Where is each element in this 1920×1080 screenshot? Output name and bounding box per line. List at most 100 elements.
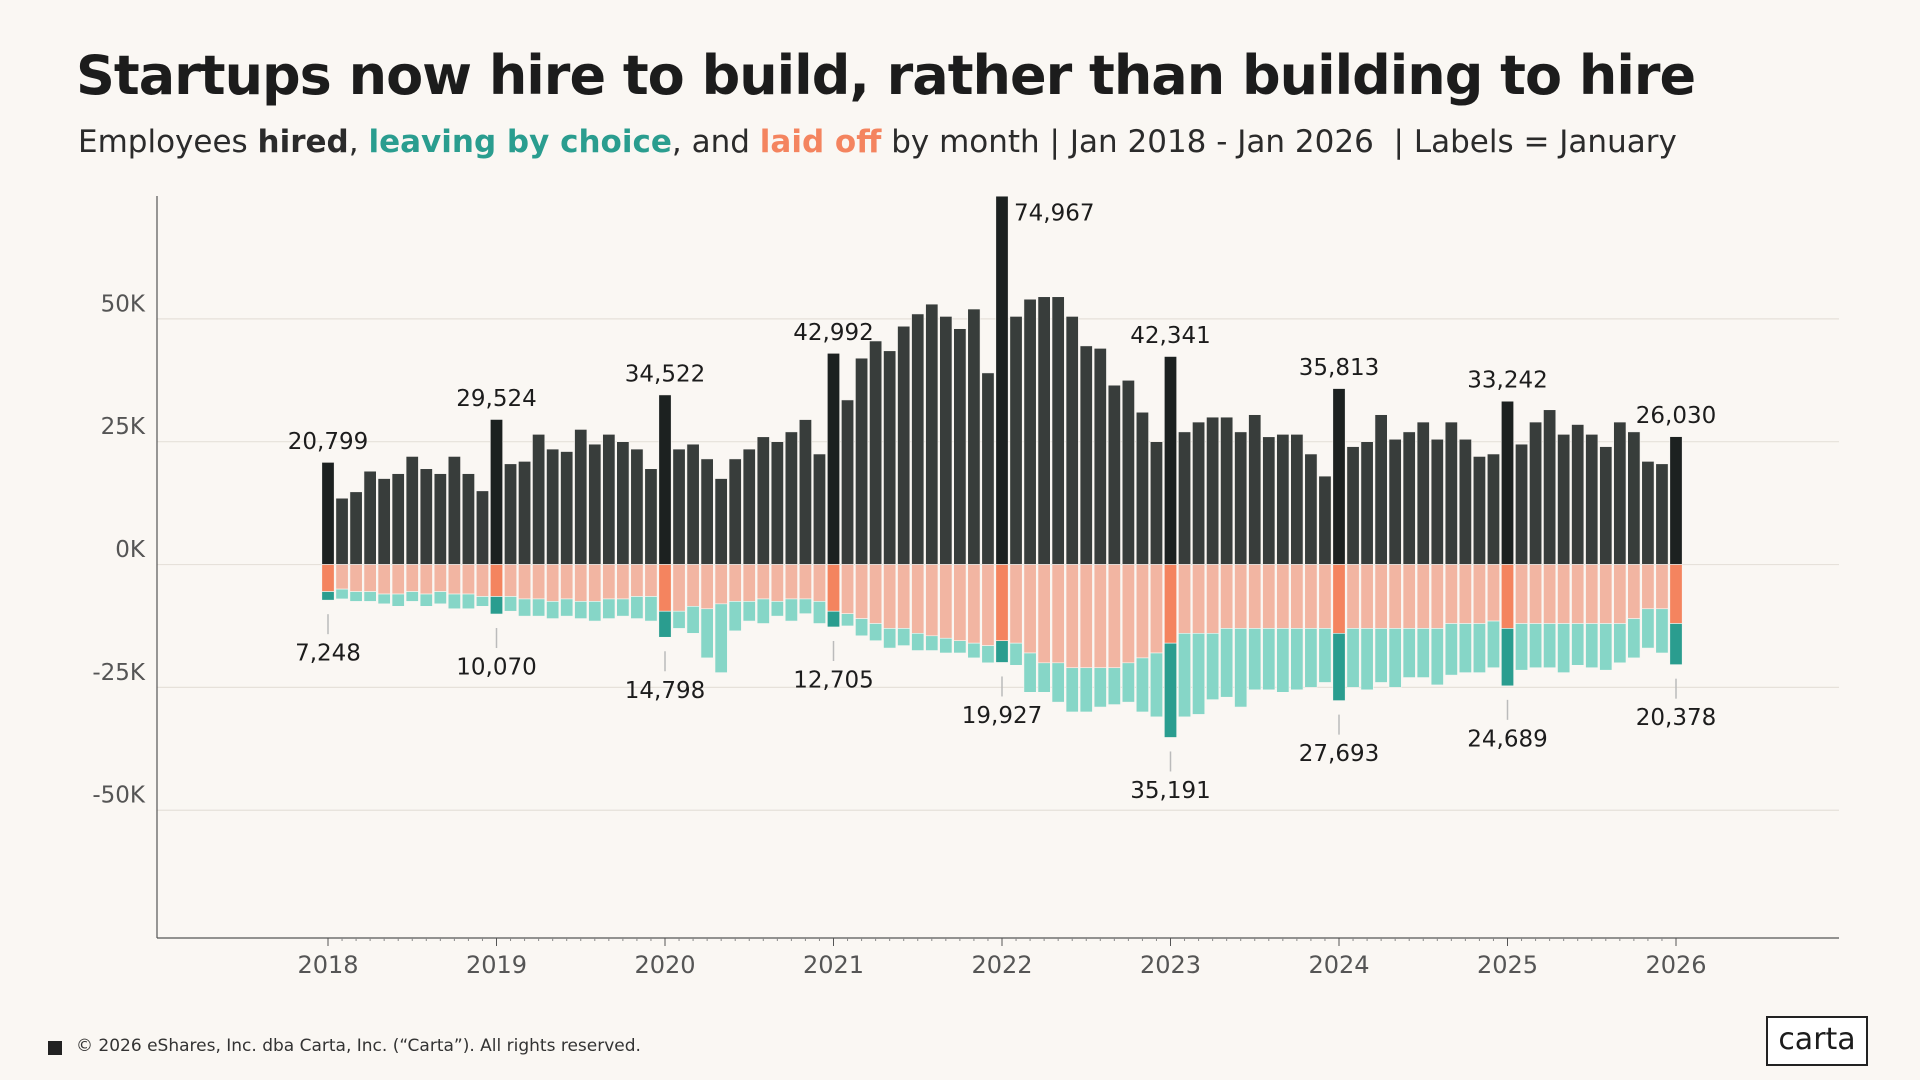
- bar: [1444, 421, 1458, 565]
- bar: [1051, 564, 1065, 664]
- bar: [1444, 623, 1458, 676]
- bar: [1543, 623, 1557, 669]
- bar: [1515, 564, 1529, 624]
- bar: [1107, 384, 1121, 565]
- x-tick-label: 2025: [1477, 951, 1538, 979]
- bar: [1009, 564, 1023, 644]
- bar: [1290, 628, 1304, 691]
- bar: [461, 473, 475, 565]
- legend-laid-off: laid off: [759, 124, 882, 160]
- bar: [1023, 652, 1037, 693]
- bar: [939, 564, 953, 639]
- bar: [363, 470, 377, 565]
- bar: [377, 564, 391, 595]
- bar: [490, 596, 503, 615]
- bar: [1178, 431, 1192, 565]
- bar: [1543, 564, 1557, 624]
- bar: [1444, 564, 1458, 624]
- bar: [1430, 438, 1444, 565]
- bar: [1220, 416, 1234, 565]
- bar: [1206, 564, 1220, 634]
- bar: [1149, 564, 1163, 654]
- bar: [1037, 662, 1051, 693]
- bar: [1472, 623, 1486, 673]
- bar: [911, 564, 925, 634]
- bar: [770, 564, 784, 602]
- bar: [1557, 434, 1571, 565]
- bar: [841, 399, 855, 565]
- bar: [1332, 564, 1346, 634]
- bar: [574, 429, 588, 565]
- bar: [953, 640, 967, 654]
- bar: [1318, 628, 1332, 683]
- bar: [1571, 623, 1585, 666]
- bar: [1234, 564, 1248, 629]
- bar: [1192, 633, 1206, 715]
- bar: [504, 564, 518, 597]
- value-label: 20,378: [1636, 705, 1716, 731]
- bar: [798, 598, 812, 614]
- bar: [1276, 434, 1290, 565]
- value-label: 10,070: [456, 655, 536, 681]
- bar: [855, 564, 869, 619]
- value-label: 34,522: [625, 361, 705, 387]
- bar: [1402, 628, 1416, 678]
- footer-marker: [48, 1041, 62, 1055]
- subtitle: Employees hired, leaving by choice, and …: [78, 124, 1677, 160]
- bar: [1164, 356, 1177, 565]
- bar: [1079, 564, 1093, 669]
- y-tick-label: 25K: [101, 414, 146, 440]
- bar: [1065, 667, 1079, 713]
- bar: [1248, 628, 1262, 691]
- bar: [1641, 608, 1655, 649]
- bar: [1192, 564, 1206, 634]
- bar: [1388, 564, 1402, 629]
- bar: [770, 601, 784, 617]
- bar: [981, 645, 995, 664]
- x-tick-label: 2018: [297, 951, 358, 979]
- bar: [995, 564, 1009, 642]
- bar: [1416, 564, 1430, 629]
- value-label: 74,967: [1014, 201, 1094, 227]
- subtitle-text: ,: [348, 124, 369, 160]
- bar: [1304, 564, 1318, 629]
- bar: [967, 564, 981, 644]
- bar: [630, 448, 644, 565]
- bar: [1472, 564, 1486, 624]
- value-label: 35,191: [1130, 778, 1210, 804]
- bar: [1164, 564, 1177, 644]
- bar: [911, 633, 925, 651]
- bar: [1065, 316, 1079, 565]
- bar: [1571, 424, 1585, 565]
- bar: [939, 316, 953, 565]
- bar: [686, 564, 700, 607]
- value-label: 42,341: [1130, 323, 1210, 349]
- bar: [1276, 628, 1290, 693]
- x-tick-label: 2022: [971, 951, 1032, 979]
- bar: [616, 441, 630, 565]
- bar: [602, 434, 616, 565]
- bar: [1655, 463, 1669, 565]
- bar: [461, 564, 475, 595]
- bar: [1430, 564, 1444, 629]
- bar: [321, 591, 335, 601]
- bar: [518, 598, 532, 617]
- bar: [1248, 414, 1262, 565]
- bar: [1360, 441, 1374, 565]
- bar: [490, 564, 503, 597]
- bar: [1304, 628, 1318, 688]
- bar: [869, 564, 883, 624]
- bar: [1262, 436, 1276, 565]
- title: Startups now hire to build, rather than …: [76, 44, 1696, 107]
- bar: [1135, 411, 1149, 565]
- bar: [798, 564, 812, 600]
- bar: [1543, 409, 1557, 565]
- legend-hired: hired: [257, 124, 349, 160]
- bar: [447, 593, 461, 610]
- value-label: 19,927: [962, 703, 1042, 729]
- bar: [1486, 564, 1500, 622]
- bar: [377, 478, 391, 565]
- bar: [1248, 564, 1262, 629]
- bar: [1346, 446, 1360, 565]
